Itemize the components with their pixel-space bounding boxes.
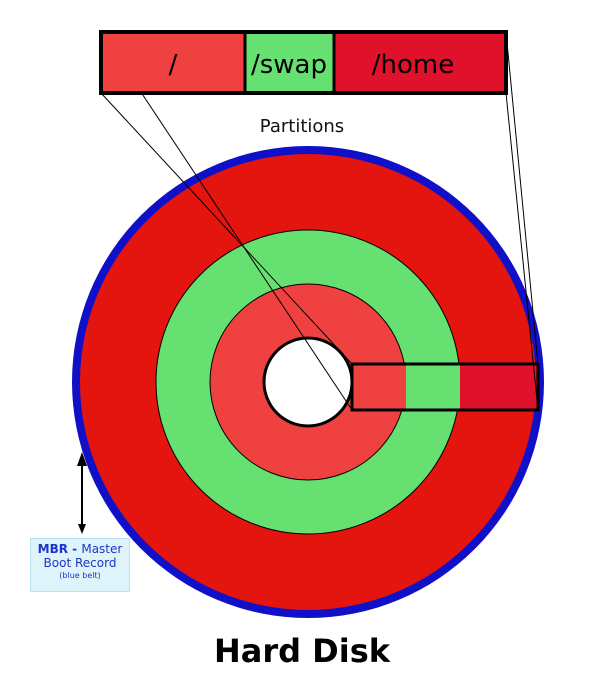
projection-line (505, 92, 539, 411)
mbr-arrow-head-up (77, 452, 87, 466)
partition-root (101, 32, 245, 93)
mbr-callout: MBR - Master Boot Record (blue belt) (30, 538, 130, 592)
partition-swap-label: /swap (251, 50, 327, 80)
sector-home (460, 364, 538, 410)
partition-home (334, 32, 506, 93)
diagram-title: Hard Disk (213, 632, 391, 670)
sector-swap (406, 364, 460, 410)
partition-swap (245, 32, 334, 93)
mbr-line2: Boot Record (43, 556, 117, 570)
spindle-hub (262, 336, 354, 428)
mbr-arrow-head-down (78, 524, 86, 534)
partition-root-label: / (169, 50, 178, 80)
projection-line (505, 31, 539, 365)
sector-root (352, 364, 406, 410)
projection-line (100, 92, 353, 365)
mbr-line1: Master (81, 542, 123, 556)
partitions-bar-outline (99, 30, 508, 95)
mbr-line3: (blue belt) (59, 571, 101, 580)
partitions-label: Partitions (259, 116, 345, 137)
mbr-acronym: MBR - (37, 542, 82, 556)
partition-home-label: /home (372, 50, 454, 80)
